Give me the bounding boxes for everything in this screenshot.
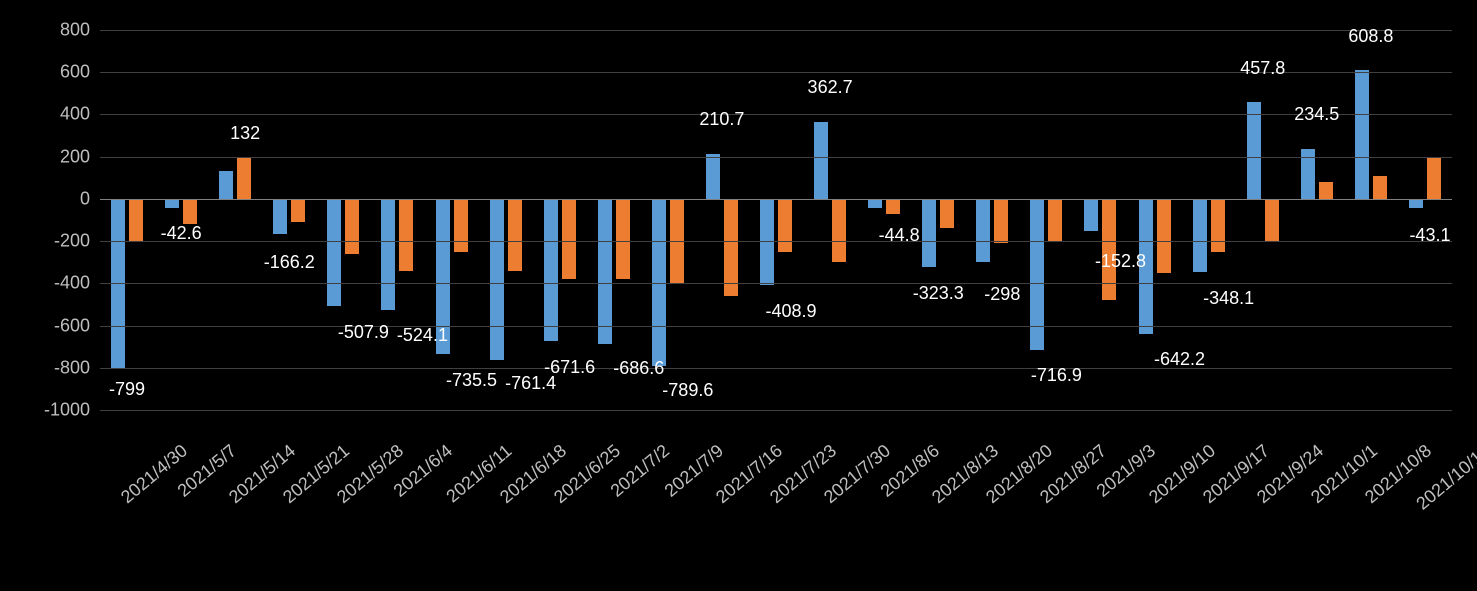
y-tick-label: -200 (10, 231, 90, 252)
bar-series-2 (291, 199, 305, 222)
data-label: 234.5 (1294, 104, 1339, 125)
data-label: -348.1 (1203, 288, 1254, 309)
bar-series-1 (165, 199, 179, 208)
data-label: 608.8 (1348, 26, 1393, 47)
data-label: -735.5 (446, 370, 497, 391)
data-label: 210.7 (699, 109, 744, 130)
bar-series-1 (381, 199, 395, 310)
y-tick-label: -800 (10, 357, 90, 378)
gridline (100, 410, 1452, 411)
bar-series-1 (1030, 199, 1044, 350)
data-label: 457.8 (1240, 58, 1285, 79)
bar-series-2 (1157, 199, 1171, 273)
bar-series-1 (544, 199, 558, 341)
bar-series-2 (832, 199, 846, 262)
bar-series-2 (562, 199, 576, 279)
bar-series-1 (868, 199, 882, 208)
bar-series-2 (454, 199, 468, 252)
y-tick-label: 200 (10, 146, 90, 167)
bar-series-1 (1193, 199, 1207, 272)
data-label: -524.1 (397, 325, 448, 346)
bar-series-1 (1409, 199, 1423, 208)
data-label: 362.7 (808, 77, 853, 98)
bar-series-2 (886, 199, 900, 214)
data-label: -716.9 (1031, 365, 1082, 386)
bar-series-2 (1373, 176, 1387, 199)
data-label: -789.6 (662, 380, 713, 401)
bar-series-2 (1048, 199, 1062, 241)
zero-gridline (100, 199, 1452, 200)
gridline (100, 114, 1452, 115)
bar-series-2 (508, 199, 522, 271)
data-label: -642.2 (1154, 349, 1205, 370)
bar-series-2 (724, 199, 738, 296)
data-label: -152.8 (1095, 251, 1146, 272)
bar-series-2 (1265, 199, 1279, 241)
data-label: -43.1 (1409, 225, 1450, 246)
y-tick-label: 600 (10, 62, 90, 83)
bar-series-2 (129, 199, 143, 241)
y-tick-label: 800 (10, 20, 90, 41)
data-label: 132 (230, 123, 260, 144)
y-tick-label: -1000 (10, 400, 90, 421)
gridline (100, 241, 1452, 242)
y-tick-label: -400 (10, 273, 90, 294)
data-label: -799 (109, 379, 145, 400)
gridline (100, 30, 1452, 31)
data-label: -408.9 (765, 301, 816, 322)
bar-series-1 (814, 122, 828, 199)
data-label: -671.6 (544, 357, 595, 378)
gridline (100, 326, 1452, 327)
bar-series-1 (273, 199, 287, 234)
gridline (100, 157, 1452, 158)
bar-series-2 (940, 199, 954, 229)
plot-area (100, 30, 1452, 410)
bar-series-2 (183, 199, 197, 224)
y-tick-label: 0 (10, 188, 90, 209)
gridline (100, 283, 1452, 284)
bar-series-1 (652, 199, 666, 366)
bar-series-2 (994, 199, 1008, 243)
bar-series-1 (706, 154, 720, 198)
bar-series-1 (327, 199, 341, 306)
gridline (100, 368, 1452, 369)
data-label: -507.9 (338, 322, 389, 343)
data-label: -42.6 (161, 223, 202, 244)
data-label: -298 (984, 284, 1020, 305)
bar-series-2 (237, 157, 251, 199)
data-label: -323.3 (913, 283, 964, 304)
bar-series-1 (598, 199, 612, 344)
bar-series-2 (399, 199, 413, 271)
bar-series-1 (976, 199, 990, 262)
x-tick-label: 2021/4/30 (117, 440, 192, 508)
bar-series-1 (1247, 102, 1261, 199)
y-tick-label: -600 (10, 315, 90, 336)
bar-series-2 (778, 199, 792, 252)
bar-series-2 (1427, 157, 1441, 199)
bar-series-2 (1319, 182, 1333, 199)
bar-series-2 (1102, 199, 1116, 300)
data-label: -44.8 (879, 225, 920, 246)
bar-series-1 (219, 171, 233, 199)
data-label: -686.6 (613, 358, 664, 379)
bar-series-1 (1355, 70, 1369, 199)
bar-series-1 (490, 199, 504, 360)
y-tick-label: 400 (10, 104, 90, 125)
bar-series-2 (345, 199, 359, 254)
bar-series-2 (1211, 199, 1225, 252)
bar-chart: 2021/4/302021/5/72021/5/142021/5/212021/… (0, 0, 1477, 591)
data-label: -166.2 (264, 252, 315, 273)
bar-series-1 (922, 199, 936, 267)
bar-series-2 (616, 199, 630, 279)
x-axis-labels: 2021/4/302021/5/72021/5/142021/5/212021/… (100, 420, 1452, 580)
bar-series-1 (1084, 199, 1098, 231)
